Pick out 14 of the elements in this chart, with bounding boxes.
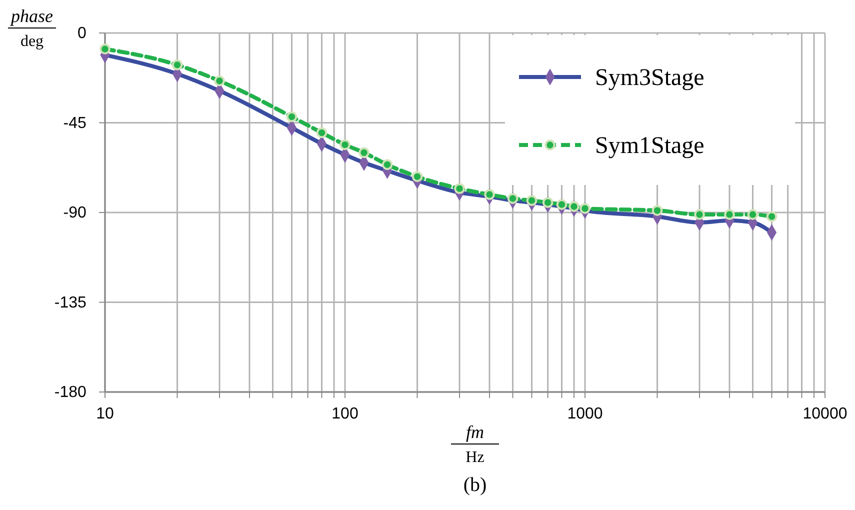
legend-label: Sym1Stage — [595, 133, 704, 159]
y-tick-label: -180 — [54, 384, 86, 402]
y-tick-label: -45 — [63, 114, 86, 132]
y-tick-label: -135 — [54, 294, 86, 312]
y-axis-title: phase deg — [9, 6, 54, 50]
x-tick-label: 10000 — [802, 406, 848, 423]
y-tick-label: 0 — [77, 25, 86, 42]
x-tick-label: 1000 — [567, 406, 603, 423]
x-tick-label: 100 — [332, 406, 358, 423]
y-tick-label: -90 — [63, 204, 86, 222]
x-axis-title: fm Hz — [462, 422, 484, 466]
text: (b) — [463, 474, 487, 496]
legend-label: Sym3Stage — [595, 65, 704, 91]
x-tick-label: 10 — [96, 406, 114, 423]
